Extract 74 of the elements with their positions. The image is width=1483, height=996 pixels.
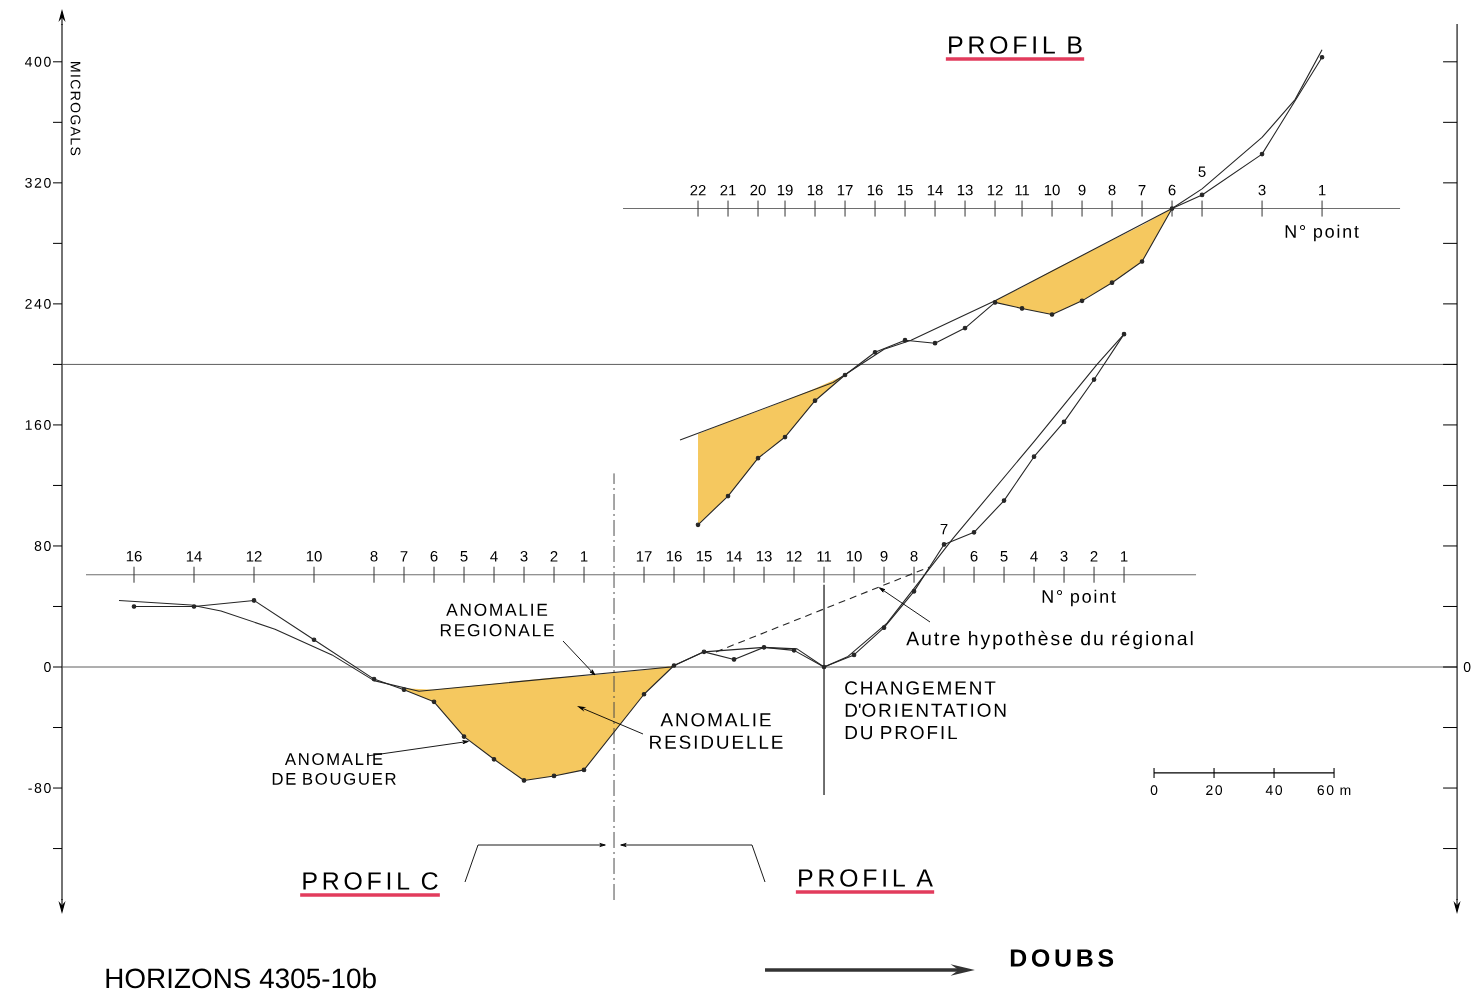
annotation: 13 xyxy=(957,184,973,196)
annotation: 17 xyxy=(837,185,853,196)
annotation: 19 xyxy=(777,184,793,196)
annotation: N° point xyxy=(1042,589,1116,607)
text: HORIZONS 4305-10b xyxy=(106,967,376,989)
y-tick-label: 0 xyxy=(44,662,51,672)
annotation: 16 xyxy=(666,550,682,562)
annotation: 14 xyxy=(927,185,943,196)
annotation: 6 xyxy=(1168,184,1176,196)
annotation: 1 xyxy=(581,551,588,562)
y-axis-title: MICROGALS xyxy=(70,62,81,156)
annotation: 2 xyxy=(550,551,558,562)
x-tick-label: 60 m xyxy=(1317,785,1351,796)
annotation: 15 xyxy=(897,184,913,196)
annotation: 12 xyxy=(246,551,262,562)
annotation: 21 xyxy=(720,184,736,196)
annotation: 5 xyxy=(460,551,468,562)
annotation: 13 xyxy=(756,550,772,562)
annotation: 16 xyxy=(867,184,883,196)
text: DOUBS xyxy=(1010,949,1114,967)
annotation: 8 xyxy=(370,550,378,562)
x-tick-label: 20 xyxy=(1206,785,1223,796)
annotation: 20 xyxy=(750,184,766,196)
annotation: 8 xyxy=(910,550,918,562)
annotation: 5 xyxy=(1000,551,1008,562)
annotation: 12 xyxy=(786,551,802,562)
annotation: 7 xyxy=(1138,185,1146,196)
annotation: PROFIL A xyxy=(799,869,933,887)
y-tick-label: 400 xyxy=(24,56,51,67)
x-tick-label: 40 xyxy=(1265,785,1283,796)
annotation: 1 xyxy=(1121,551,1128,562)
annotation: 7 xyxy=(940,523,948,535)
y-tick-label: -80 xyxy=(28,783,51,793)
y-tick-label: 160 xyxy=(25,419,51,430)
annotation: 11 xyxy=(817,551,832,562)
annotation: 15 xyxy=(696,551,712,562)
annotation: Autre hypothèse du régional xyxy=(906,630,1193,650)
annotation: N° point xyxy=(1285,224,1359,242)
annotation: 3 xyxy=(1258,184,1266,196)
annotation: 8 xyxy=(1108,184,1116,196)
annotation: 9 xyxy=(880,550,888,562)
annotation: 14 xyxy=(726,551,742,562)
annotation: 9 xyxy=(1078,184,1086,196)
y-tick-label: 240 xyxy=(25,298,51,309)
annotation: PROFIL C xyxy=(303,872,438,890)
annotation: 4 xyxy=(1030,551,1038,562)
annotation: ANOMALIE RESIDUELLE xyxy=(650,713,783,749)
annotation: 11 xyxy=(1015,185,1030,196)
annotation: 4 xyxy=(490,551,498,562)
annotation: 3 xyxy=(1060,550,1068,562)
annotation: 6 xyxy=(970,550,978,562)
annotation: ANOMALIE REGIONALE xyxy=(440,603,554,637)
annotation: 3 xyxy=(520,550,528,562)
annotation: 5 xyxy=(1198,166,1206,177)
ref-line-label: CHANGEMENT D'ORIENTATION DU PROFIL xyxy=(845,681,1006,740)
annotation: ANOMALIE DE BOUGUER xyxy=(272,753,396,785)
y-tick-label: 320 xyxy=(25,177,51,188)
annotation: 2 xyxy=(1090,551,1098,562)
annotation: 1 xyxy=(1319,185,1326,196)
x-tick-label: 0 xyxy=(1150,785,1158,796)
annotation: 18 xyxy=(807,184,823,196)
annotation: 22 xyxy=(690,184,706,196)
annotation: 14 xyxy=(186,551,202,562)
annotation: 10 xyxy=(306,550,322,562)
annotation: 7 xyxy=(400,551,408,562)
annotation: 12 xyxy=(987,184,1003,196)
annotation: 17 xyxy=(636,551,652,562)
annotation: 10 xyxy=(846,550,862,562)
annotation: 0 xyxy=(1463,662,1471,672)
annotation: 6 xyxy=(430,550,438,562)
annotation: 10 xyxy=(1044,184,1060,196)
y-tick-label: 80 xyxy=(34,541,51,551)
annotation: 16 xyxy=(126,550,142,562)
annotation: PROFIL B xyxy=(949,36,1082,54)
